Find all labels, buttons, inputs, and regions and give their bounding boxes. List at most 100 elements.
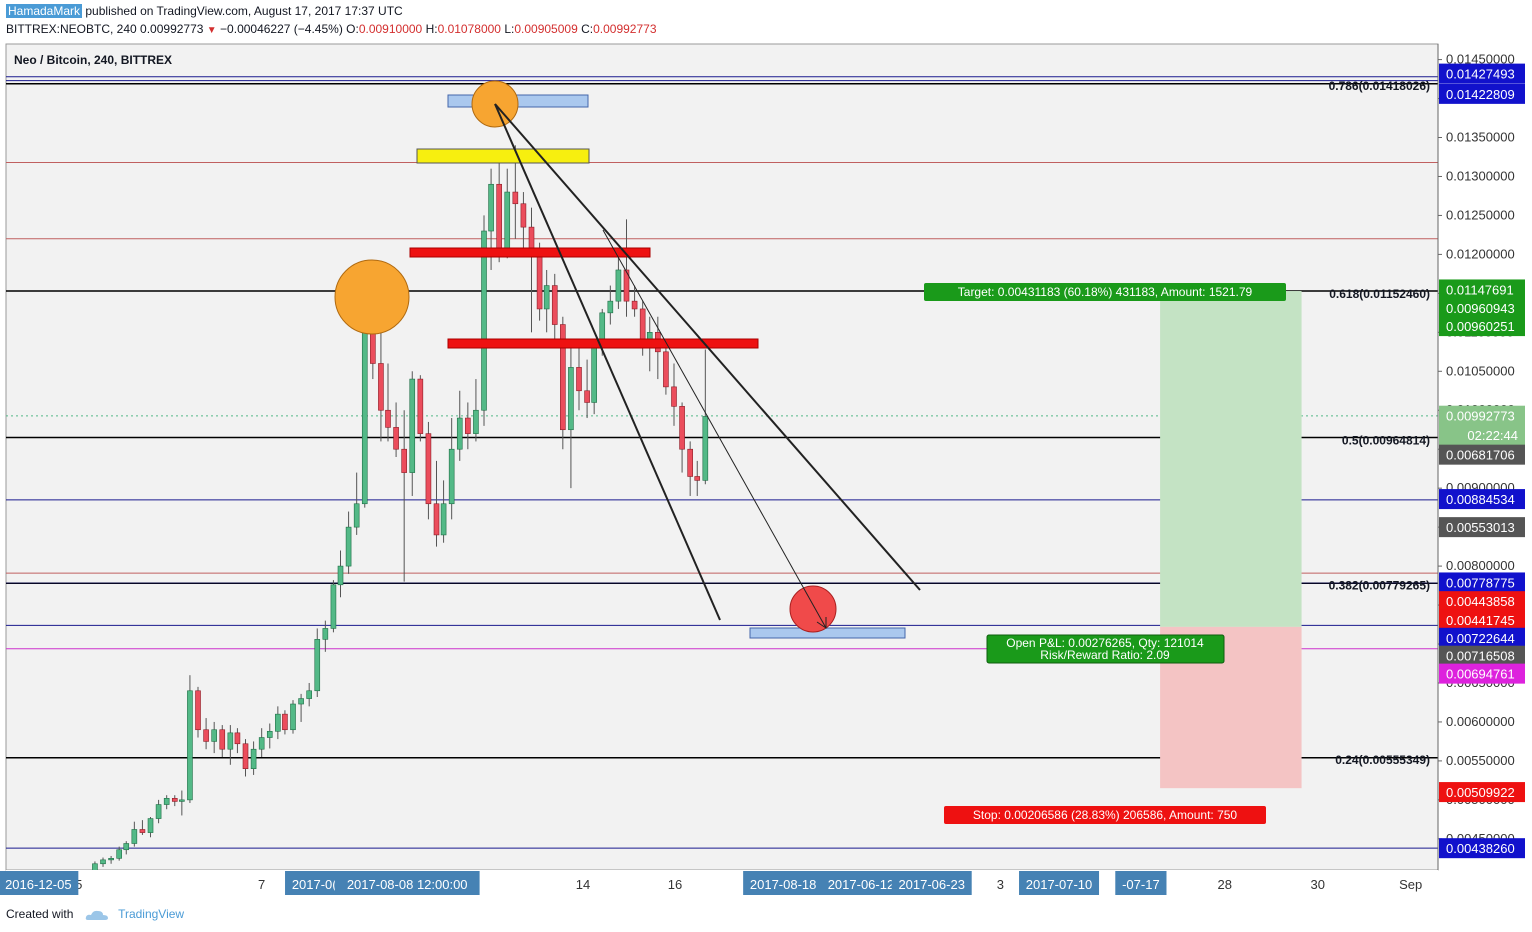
price-badge-label: 0.00778775 (1446, 575, 1515, 590)
candle-body[interactable] (211, 729, 217, 742)
target-box-blue[interactable] (749, 627, 906, 639)
candle-body[interactable] (440, 503, 447, 536)
candle-body[interactable] (203, 729, 209, 742)
candle-body[interactable] (353, 503, 360, 528)
high-label: H: (425, 22, 438, 36)
candle-body[interactable] (187, 690, 193, 801)
candle-body[interactable] (227, 732, 234, 750)
candle-body[interactable] (473, 409, 479, 434)
candle-body[interactable] (108, 858, 114, 861)
candle-body[interactable] (361, 332, 368, 505)
time-badge-label: 2017-07-10 (1026, 877, 1093, 892)
time-badge-label: 2017-08-18 (750, 877, 817, 892)
candle-body[interactable] (116, 849, 122, 859)
candle-body[interactable] (330, 584, 337, 629)
candle-body[interactable] (417, 378, 424, 434)
candle-body[interactable] (694, 476, 701, 481)
highlight-circle-large[interactable] (334, 259, 410, 335)
position-labels: Target: 0.00431183 (60.18%) 431183, Amou… (924, 283, 1286, 824)
candle-body[interactable] (171, 798, 178, 802)
candle-body[interactable] (275, 713, 281, 732)
candle-body[interactable] (306, 690, 312, 699)
candle-body[interactable] (219, 729, 226, 750)
candle-body[interactable] (687, 448, 693, 477)
candle-body[interactable] (266, 730, 273, 738)
candle-body[interactable] (131, 829, 138, 844)
resistance-box-red[interactable] (409, 247, 651, 258)
candle-body[interactable] (258, 737, 265, 750)
candle-body[interactable] (337, 565, 344, 586)
candle-body[interactable] (465, 417, 471, 434)
candle-body[interactable] (425, 433, 432, 505)
high-value: 0.01078000 (437, 22, 501, 36)
candle-body[interactable] (560, 324, 566, 431)
target-circle-red[interactable] (789, 585, 837, 633)
candle-body[interactable] (584, 390, 590, 403)
time-badge-label: -07-17 (1122, 877, 1160, 892)
candle-body[interactable] (139, 829, 146, 833)
price-badge-label: 0.00960943 (1446, 301, 1515, 316)
target-zone[interactable] (1160, 291, 1302, 627)
candle-body[interactable] (607, 300, 614, 314)
candle-body[interactable] (702, 416, 709, 481)
time-axis[interactable]: 5 7 14 16 3 28 30 Sep 2016-12-05 2017-0(2017-08-0… (0, 870, 1438, 896)
price-chart[interactable]: 0.786(0.01418026) 0.618(0.01152460) 0.5(0.… (0, 40, 1532, 896)
candle-body[interactable] (314, 639, 321, 692)
trend-line-steep[interactable] (494, 103, 721, 621)
candle-body[interactable] (496, 183, 502, 255)
candle-body[interactable] (488, 183, 494, 232)
candle-body[interactable] (234, 732, 241, 745)
candle-body[interactable] (100, 859, 106, 865)
candle-body[interactable] (378, 363, 384, 411)
candle-body[interactable] (543, 285, 550, 310)
candle-body[interactable] (163, 798, 170, 805)
price-badge-label: 0.01422809 (1446, 87, 1515, 102)
candle-body[interactable] (195, 690, 201, 731)
candle-body[interactable] (456, 417, 463, 450)
candle-body[interactable] (242, 743, 249, 769)
candle-body[interactable] (179, 799, 185, 802)
candle-body[interactable] (631, 300, 638, 310)
candle-body[interactable] (504, 191, 511, 255)
author-name[interactable]: HamadaMark (6, 4, 83, 18)
candle-body[interactable] (155, 804, 162, 819)
candle-body[interactable] (322, 628, 329, 640)
candle-body[interactable] (576, 367, 582, 392)
support-box-red[interactable] (447, 338, 759, 349)
candle-body[interactable] (481, 230, 487, 411)
open-label: O: (346, 22, 359, 36)
candle-body[interactable] (671, 386, 677, 407)
candle-body[interactable] (345, 526, 352, 567)
candle-body[interactable] (591, 347, 597, 403)
candle-body[interactable] (290, 703, 296, 731)
candle-body[interactable] (568, 367, 574, 431)
price-badge (1439, 782, 1525, 803)
candle-body[interactable] (551, 285, 558, 325)
resistance-box-yellow[interactable] (416, 148, 590, 164)
price-axis[interactable]: 0.014500000.014000000.013500000.01300000… (1437, 44, 1525, 870)
candle-body[interactable] (615, 269, 622, 302)
candle-body[interactable] (536, 254, 543, 310)
candle-body[interactable] (512, 191, 519, 205)
candle-body[interactable] (679, 406, 685, 450)
candle-body[interactable] (520, 203, 527, 228)
candle-body[interactable] (448, 448, 455, 505)
price-badge-label: 0.01427493 (1446, 67, 1515, 82)
tradingview-brand[interactable]: TradingView (118, 907, 185, 921)
candle-body[interactable] (409, 378, 416, 473)
candle-body[interactable] (663, 351, 669, 388)
candle-body[interactable] (393, 427, 399, 450)
candle-body[interactable] (282, 713, 288, 731)
candle-body[interactable] (298, 698, 304, 705)
candle-body[interactable] (385, 409, 391, 428)
stop-label-bg (944, 806, 1266, 824)
candle-body[interactable] (433, 503, 440, 536)
trend-line-shallow[interactable] (494, 103, 921, 591)
candle-body[interactable] (147, 818, 154, 833)
candle-body[interactable] (623, 269, 630, 302)
candle-body[interactable] (401, 448, 407, 473)
projection-arrow[interactable] (602, 229, 827, 629)
candle-body[interactable] (370, 332, 376, 364)
candle-body[interactable] (123, 843, 130, 851)
candle-body[interactable] (250, 748, 257, 769)
